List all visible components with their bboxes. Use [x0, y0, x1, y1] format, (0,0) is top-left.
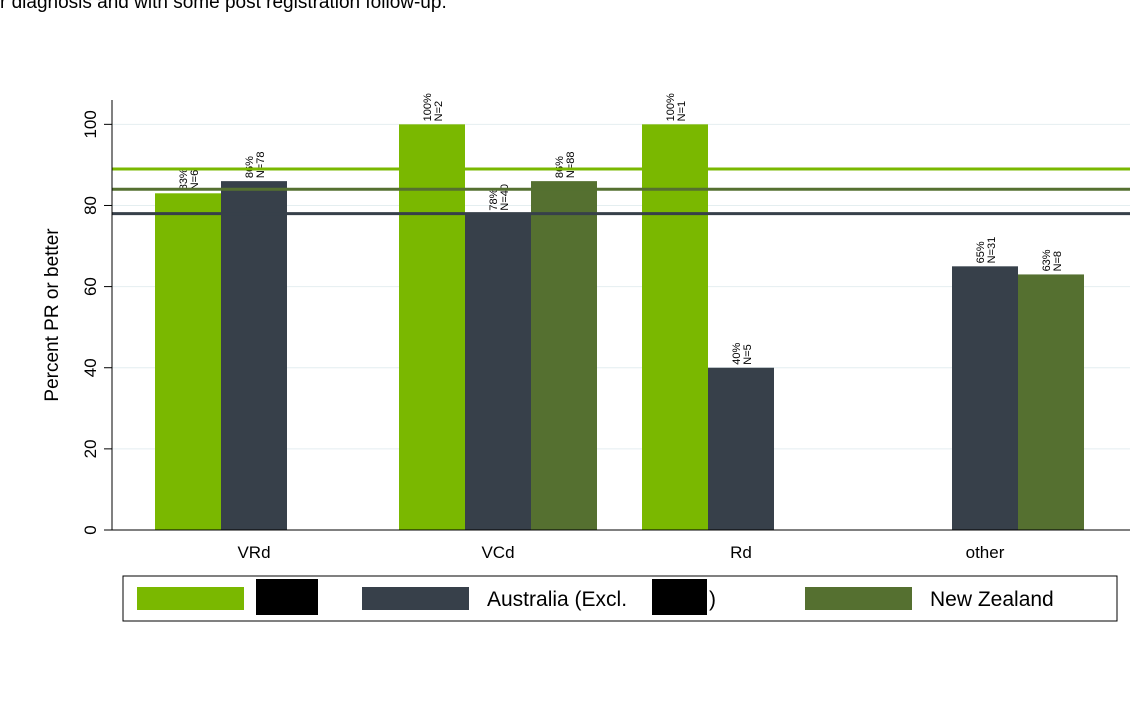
data-label: 40%: [731, 343, 743, 365]
y-tick-label: 100: [81, 110, 100, 138]
data-label: N=31: [986, 237, 998, 264]
x-tick-label: VCd: [481, 543, 514, 562]
y-axis-label: Percent PR or better: [42, 228, 63, 402]
x-tick-label: VRd: [237, 543, 270, 562]
data-label: N=5: [742, 344, 754, 365]
bar: [952, 266, 1018, 530]
legend-swatch: [362, 587, 469, 610]
bar: [642, 124, 708, 530]
bar: [155, 193, 221, 530]
y-tick-label: 40: [81, 358, 100, 377]
data-label: 63%: [1041, 249, 1053, 271]
bar: [1018, 274, 1084, 530]
data-label: 83%: [178, 168, 190, 190]
bar: [465, 213, 531, 530]
y-tick-label: 60: [81, 277, 100, 296]
data-label: 100%: [422, 93, 434, 121]
legend-swatch: [805, 587, 912, 610]
redaction: [652, 579, 707, 615]
data-label: N=88: [565, 152, 577, 179]
x-tick-label: other: [966, 543, 1005, 562]
data-label: 86%: [244, 156, 256, 178]
data-label: 78%: [488, 188, 500, 210]
legend-swatch: [137, 587, 244, 610]
data-label: N=78: [255, 152, 267, 179]
x-tick-label: Rd: [730, 543, 752, 562]
data-label: N=6: [189, 170, 201, 191]
bar: [221, 181, 287, 530]
y-tick-label: 80: [81, 196, 100, 215]
data-label: 86%: [554, 156, 566, 178]
bar: [399, 124, 465, 530]
y-tick-label: 0: [81, 525, 100, 534]
data-label: N=2: [433, 101, 445, 122]
data-label: N=8: [1052, 251, 1064, 272]
bar: [708, 367, 774, 530]
legend-label: New Zealand: [930, 588, 1054, 611]
redaction: [256, 579, 318, 615]
bar: [531, 181, 597, 530]
legend-label: ): [709, 588, 716, 611]
caption: r diagnosis and with some post registrat…: [0, 0, 447, 13]
data-label: N=1: [676, 101, 688, 122]
legend-label: Australia (Excl.: [487, 588, 627, 611]
data-label: 100%: [665, 93, 677, 121]
y-tick-label: 20: [81, 439, 100, 458]
data-label: 65%: [975, 241, 987, 263]
